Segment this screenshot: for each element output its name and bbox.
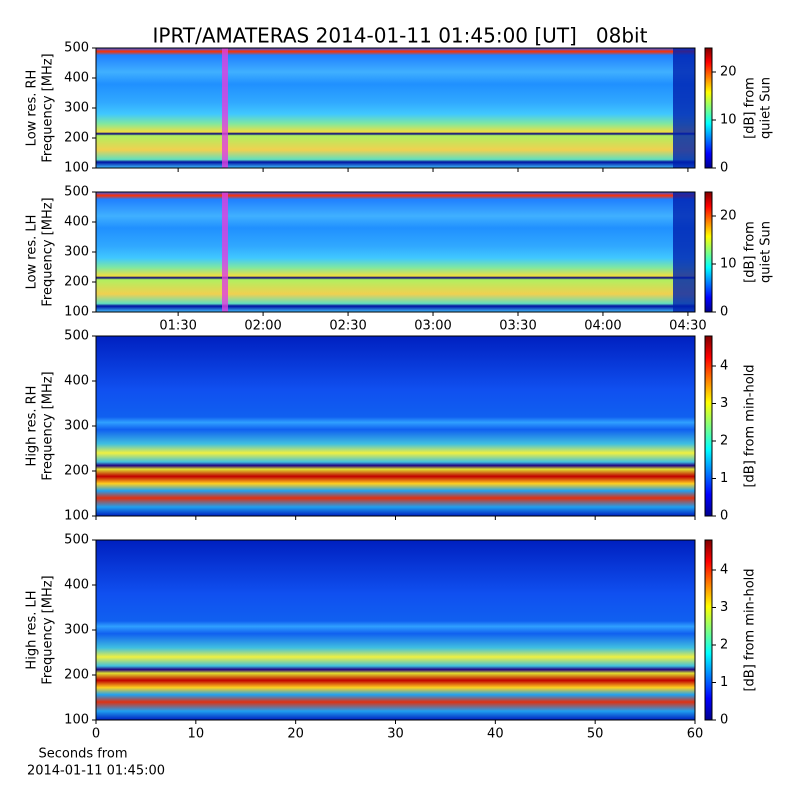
colorbar-label: [dB] from min-hold (743, 568, 758, 691)
x-tick-label: 03:00 (414, 319, 451, 334)
x-tick-label: 60 (687, 727, 704, 742)
x-axis-label: 2014-01-11 01:45:00 (27, 764, 165, 779)
colorbar (704, 335, 713, 517)
colorbar-tick-label: 3 (720, 600, 728, 615)
colorbar (704, 47, 713, 169)
colorbar-label: [dB] from (743, 77, 758, 139)
time-marker (222, 48, 228, 168)
colorbar-tick-label: 1 (720, 471, 728, 486)
y-axis-label: Frequency [MHz] (41, 371, 56, 480)
y-tick-label: 300 (64, 245, 89, 260)
data-gap (673, 48, 695, 168)
y-axis-label: Frequency [MHz] (41, 197, 56, 306)
colorbar-tick-label: 10 (720, 113, 737, 128)
y-axis-label: Frequency [MHz] (41, 53, 56, 162)
data-gap (673, 192, 695, 312)
x-tick-label: 30 (387, 727, 404, 742)
colorbar-label: [dB] from min-hold (743, 364, 758, 487)
y-tick-label: 100 (64, 713, 89, 728)
y-axis-label: High res. RH (25, 386, 40, 467)
spectrogram (96, 540, 695, 720)
colorbar-tick-label: 4 (720, 563, 728, 578)
y-axis-label: Frequency [MHz] (41, 575, 56, 684)
x-tick-label: 04:30 (669, 319, 706, 334)
y-tick-label: 400 (64, 578, 89, 593)
y-tick-label: 500 (64, 329, 89, 344)
colorbar-tick-label: 4 (720, 359, 728, 374)
colorbar-tick-label: 20 (720, 65, 737, 80)
y-tick-label: 100 (64, 161, 89, 176)
x-tick-label: 03:30 (499, 319, 536, 334)
y-tick-label: 300 (64, 101, 89, 116)
colorbar-tick-label: 1 (720, 675, 728, 690)
y-axis-label: High res. LH (25, 590, 40, 669)
y-tick-label: 300 (64, 623, 89, 638)
colorbar-label: [dB] from (743, 221, 758, 283)
y-axis-label: Low res. LH (25, 215, 40, 290)
time-marker (222, 192, 228, 312)
colorbar (704, 539, 713, 721)
spectrogram (96, 336, 695, 516)
x-tick-label: 50 (587, 727, 604, 742)
colorbar-tick-label: 2 (720, 434, 728, 449)
colorbar-tick-label: 0 (720, 509, 728, 524)
x-tick-label: 0 (92, 727, 100, 742)
colorbar-tick-label: 0 (720, 161, 728, 176)
y-axis-label: Low res. RH (25, 70, 40, 147)
colorbar-tick-label: 3 (720, 396, 728, 411)
x-axis-label: Seconds from (38, 747, 127, 762)
y-tick-label: 200 (64, 275, 89, 290)
x-tick-label: 02:30 (329, 319, 366, 334)
y-tick-label: 200 (64, 668, 89, 683)
y-tick-label: 100 (64, 305, 89, 320)
y-tick-label: 400 (64, 71, 89, 86)
x-tick-label: 40 (487, 727, 504, 742)
colorbar-tick-label: 10 (720, 257, 737, 272)
x-tick-label: 01:30 (159, 319, 196, 334)
y-tick-label: 100 (64, 509, 89, 524)
y-tick-label: 400 (64, 215, 89, 230)
y-tick-label: 200 (64, 131, 89, 146)
x-tick-label: 04:00 (584, 319, 621, 334)
spectrogram (96, 48, 695, 168)
y-tick-label: 500 (64, 41, 89, 56)
y-tick-label: 500 (64, 185, 89, 200)
y-tick-label: 500 (64, 533, 89, 548)
colorbar-tick-label: 0 (720, 305, 728, 320)
x-tick-label: 10 (188, 727, 205, 742)
y-tick-label: 400 (64, 374, 89, 389)
colorbar-tick-label: 20 (720, 209, 737, 224)
colorbar-label: quiet Sun (759, 77, 774, 139)
colorbar (704, 191, 713, 313)
x-tick-label: 20 (287, 727, 304, 742)
y-tick-label: 300 (64, 419, 89, 434)
y-tick-label: 200 (64, 464, 89, 479)
x-tick-label: 02:00 (244, 319, 281, 334)
colorbar-label: quiet Sun (759, 221, 774, 283)
colorbar-tick-label: 0 (720, 713, 728, 728)
colorbar-tick-label: 2 (720, 638, 728, 653)
spectrogram (96, 192, 695, 312)
chart-title: IPRT/AMATERAS 2014-01-11 01:45:00 [UT] 0… (153, 24, 648, 48)
